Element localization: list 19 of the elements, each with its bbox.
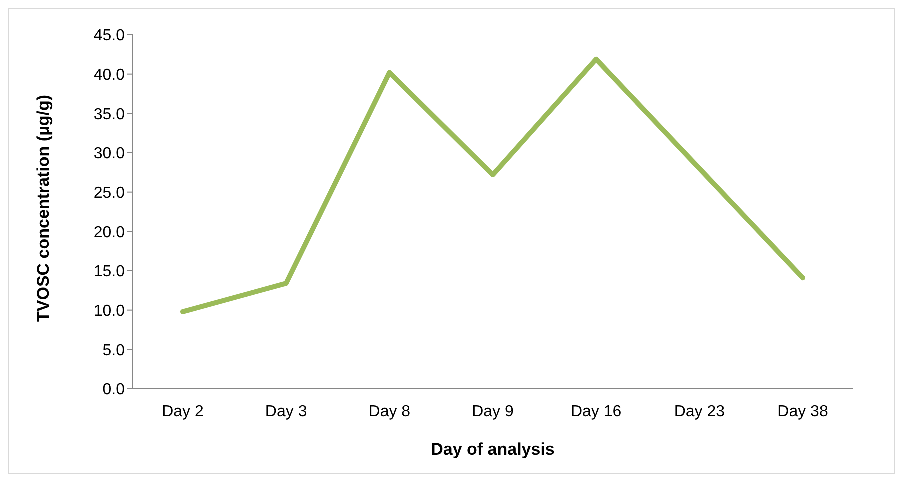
y-tick-label: 35.0 xyxy=(94,106,126,124)
x-tick-label: Day 9 xyxy=(472,403,514,420)
y-tick-label: 45.0 xyxy=(94,28,126,45)
x-tick-label: Day 8 xyxy=(368,403,411,420)
y-tick-label: 5.0 xyxy=(102,342,126,360)
y-tick-label: 25.0 xyxy=(94,185,126,202)
y-tick-label: 40.0 xyxy=(94,67,126,84)
y-tick-label: 0.0 xyxy=(102,382,126,399)
x-axis-title: Day of analysis xyxy=(431,440,555,459)
x-tick-label: Day 2 xyxy=(162,403,204,420)
y-axis-title: TVOSC concentration (µg/g) xyxy=(34,94,54,322)
y-tick-label: 20.0 xyxy=(94,224,126,242)
x-tick-label: Day 3 xyxy=(265,403,308,420)
x-tick-label: Day 16 xyxy=(570,403,622,420)
x-tick-label: Day 38 xyxy=(778,403,828,420)
y-tick-label: 30.0 xyxy=(94,146,126,163)
x-tick-label: Day 23 xyxy=(674,403,726,420)
y-tick-label: 15.0 xyxy=(94,264,126,281)
y-tick-label: 10.0 xyxy=(94,303,126,320)
